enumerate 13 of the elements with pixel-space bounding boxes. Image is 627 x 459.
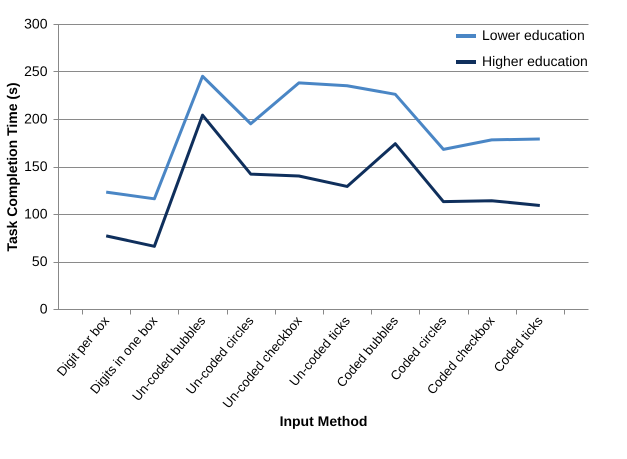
y-tick-label: 300 [24, 16, 48, 32]
y-tick-label: 50 [32, 253, 48, 269]
x-axis-title: Input Method [280, 413, 368, 430]
y-axis-title: Task Completion Time (s) [4, 82, 20, 252]
line-series [104, 74, 542, 200]
legend-label: Higher education [482, 53, 588, 69]
legend-label: Lower education [482, 27, 585, 43]
y-tick-label: 150 [24, 158, 48, 174]
y-tick-label: 100 [24, 206, 48, 222]
y-tick-label: 250 [24, 63, 48, 79]
y-tick-label: 200 [24, 110, 48, 126]
line-series [104, 114, 542, 248]
y-tick-label: 0 [40, 300, 48, 316]
